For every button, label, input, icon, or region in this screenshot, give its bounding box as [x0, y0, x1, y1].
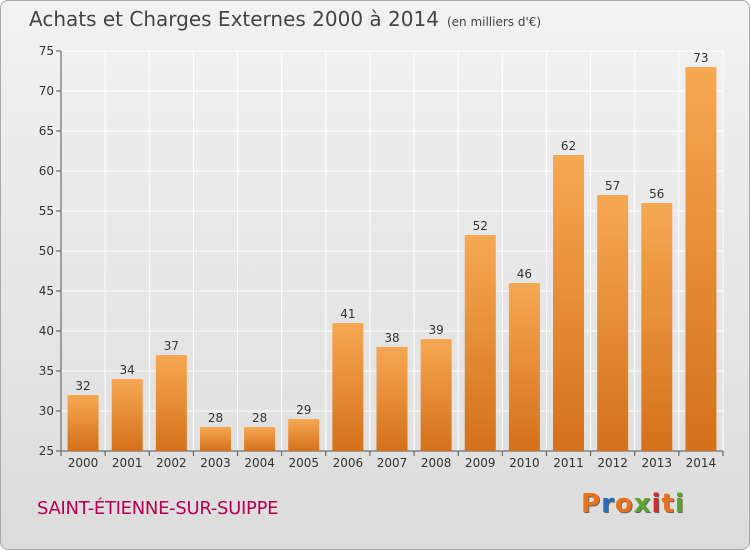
bar-2011 — [553, 155, 585, 451]
bar-2014 — [685, 67, 717, 451]
bar-2003 — [199, 427, 231, 451]
x-tick-label-2003: 2003 — [200, 456, 231, 470]
logo-letter: t — [661, 489, 675, 519]
value-label-2006: 41 — [340, 307, 355, 321]
bar-2004 — [244, 427, 276, 451]
bar-2000 — [67, 395, 99, 451]
value-label-2002: 37 — [164, 339, 179, 353]
logo-letter: r — [601, 489, 615, 519]
x-tick-label-2004: 2004 — [244, 456, 275, 470]
bar-2009 — [464, 235, 496, 451]
bar-2001 — [111, 379, 143, 451]
y-tick-label: 30 — [39, 404, 54, 418]
x-tick-label-2000: 2000 — [68, 456, 99, 470]
value-label-2010: 46 — [517, 267, 532, 281]
x-tick-label-2001: 2001 — [112, 456, 143, 470]
location-label: SAINT-ÉTIENNE-SUR-SUIPPE — [37, 498, 279, 519]
value-label-2012: 57 — [605, 179, 620, 193]
y-tick-label: 70 — [39, 84, 54, 98]
value-label-2005: 29 — [296, 403, 311, 417]
logo-letter: i — [651, 489, 662, 519]
y-tick-label: 35 — [39, 364, 54, 378]
bar-2013 — [641, 203, 673, 451]
value-label-2000: 32 — [75, 379, 90, 393]
logo-letter: i — [674, 489, 685, 519]
y-tick-label: 40 — [39, 324, 54, 338]
bar-2008 — [420, 339, 452, 451]
bar-2010 — [508, 283, 540, 451]
value-label-2009: 52 — [473, 219, 488, 233]
value-label-2007: 38 — [384, 331, 399, 345]
bar-2002 — [155, 355, 187, 451]
value-label-2013: 56 — [649, 187, 664, 201]
y-tick-label: 45 — [39, 284, 54, 298]
chart-title: Achats et Charges Externes 2000 à 2014 (e… — [29, 7, 541, 31]
value-label-2011: 62 — [561, 139, 576, 153]
bars — [67, 67, 717, 451]
x-tick-label-2008: 2008 — [421, 456, 452, 470]
x-tick-label-2011: 2011 — [553, 456, 584, 470]
y-tick-label: 25 — [39, 444, 54, 458]
value-label-2001: 34 — [120, 363, 135, 377]
x-tick-label-2013: 2013 — [642, 456, 673, 470]
logo-letter: o — [614, 489, 634, 519]
bar-2012 — [597, 195, 629, 451]
x-tick-label-2002: 2002 — [156, 456, 187, 470]
proxiti-logo[interactable]: Proxiti — [581, 489, 685, 519]
chart-title-text: Achats et Charges Externes 2000 à 2014 — [29, 7, 439, 31]
value-label-2004: 28 — [252, 411, 267, 425]
bar-2005 — [288, 419, 320, 451]
bar-2006 — [332, 323, 364, 451]
x-tick-label-2012: 2012 — [597, 456, 628, 470]
x-tick-label-2007: 2007 — [377, 456, 408, 470]
x-tick-label-2005: 2005 — [288, 456, 319, 470]
logo-letter: P — [581, 489, 602, 519]
value-label-2014: 73 — [693, 51, 708, 65]
logo-letter: x — [633, 489, 652, 519]
value-label-2008: 39 — [428, 323, 443, 337]
y-tick-label: 65 — [39, 124, 54, 138]
chart-subtitle: (en milliers d'€) — [446, 15, 542, 29]
bar-2007 — [376, 347, 408, 451]
labels: 25 30 35 40 45 50 55 60 65 70 75 32 2000 34 2001 37 2002… — [39, 44, 716, 470]
y-tick-label: 50 — [39, 244, 54, 258]
y-tick-label: 55 — [39, 204, 54, 218]
y-tick-label: 60 — [39, 164, 54, 178]
y-tick-label: 75 — [39, 44, 54, 58]
value-label-2003: 28 — [208, 411, 223, 425]
x-tick-label-2006: 2006 — [333, 456, 364, 470]
x-tick-label-2014: 2014 — [686, 456, 717, 470]
x-tick-label-2009: 2009 — [465, 456, 496, 470]
x-tick-label-2010: 2010 — [509, 456, 540, 470]
